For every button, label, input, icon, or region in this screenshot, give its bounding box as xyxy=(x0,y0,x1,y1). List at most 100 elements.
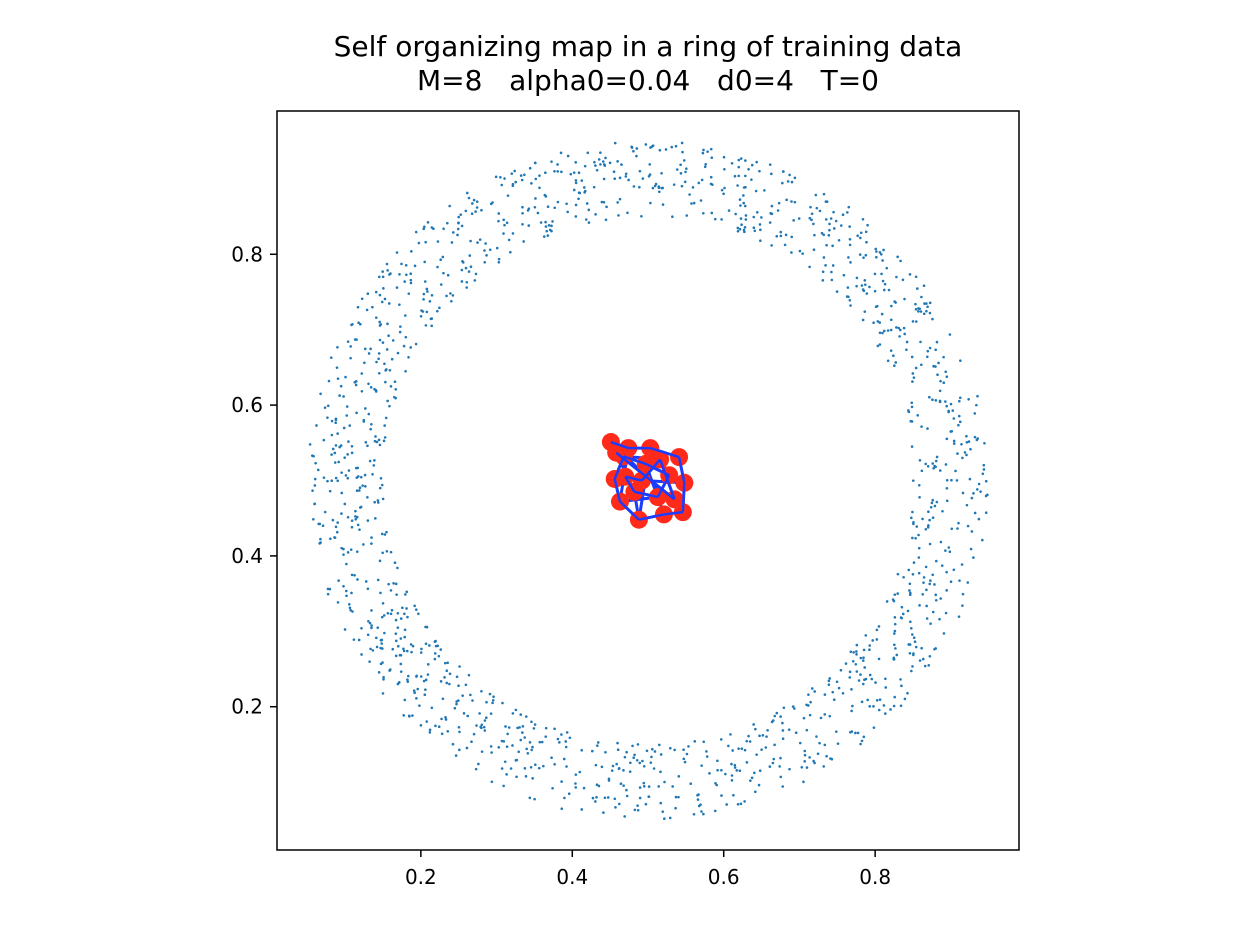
ring-point xyxy=(906,691,909,695)
ring-point xyxy=(861,288,865,291)
ring-point xyxy=(735,769,739,772)
ring-point xyxy=(319,392,322,396)
ring-point xyxy=(592,185,596,189)
ring-point xyxy=(399,670,403,673)
ring-point xyxy=(941,509,944,513)
ring-point xyxy=(344,474,348,477)
ring-point xyxy=(931,462,935,465)
ring-point xyxy=(519,713,523,716)
ring-point xyxy=(661,203,665,206)
som-edge xyxy=(658,458,676,500)
som-edge xyxy=(613,478,622,502)
ring-point xyxy=(457,215,460,219)
ring-point xyxy=(465,191,469,195)
ring-point xyxy=(616,741,619,745)
ring-point xyxy=(877,625,881,628)
ring-point xyxy=(356,466,360,470)
ring-point xyxy=(419,314,423,318)
ring-point xyxy=(682,748,685,751)
ring-point xyxy=(910,355,914,359)
ring-point xyxy=(910,445,914,448)
ring-point xyxy=(813,690,816,693)
ring-point xyxy=(730,161,734,165)
ring-point xyxy=(965,440,969,444)
ring-point xyxy=(381,341,385,344)
ring-point xyxy=(758,223,762,226)
ring-point xyxy=(344,589,348,593)
ring-point xyxy=(613,141,617,145)
x-tick-label: 0.4 xyxy=(556,865,588,889)
ring-point xyxy=(423,260,426,264)
ring-point xyxy=(632,756,635,760)
ring-point xyxy=(818,209,822,213)
ring-point xyxy=(683,760,687,764)
ring-point xyxy=(827,683,831,686)
ring-point xyxy=(942,632,946,635)
ring-point xyxy=(763,189,766,192)
ring-point xyxy=(349,548,353,551)
ring-point xyxy=(350,591,353,595)
ring-point xyxy=(779,756,782,760)
ring-point xyxy=(744,214,748,217)
ring-point xyxy=(704,163,707,166)
ring-point xyxy=(670,145,674,149)
ring-point xyxy=(944,611,948,615)
ring-point xyxy=(393,561,397,565)
ring-point xyxy=(413,604,416,608)
ring-point xyxy=(312,454,315,458)
ring-point xyxy=(349,345,353,348)
ring-point xyxy=(544,726,548,730)
ring-point xyxy=(375,440,379,444)
ring-point xyxy=(911,510,914,514)
ring-point xyxy=(394,639,398,643)
ring-point xyxy=(476,241,479,244)
ring-point xyxy=(865,292,869,295)
ring-point xyxy=(814,193,818,197)
ring-point xyxy=(788,173,791,177)
ring-point xyxy=(669,746,672,750)
ring-point xyxy=(355,550,359,553)
ring-point xyxy=(333,461,337,464)
ring-point xyxy=(854,731,857,735)
ring-point xyxy=(406,674,410,678)
ring-point xyxy=(551,786,554,790)
ring-point xyxy=(907,409,910,412)
ring-point xyxy=(939,540,943,544)
ring-point xyxy=(344,375,347,379)
ring-point xyxy=(649,201,652,205)
ring-point xyxy=(528,166,532,170)
ring-point xyxy=(465,280,469,284)
ring-point xyxy=(859,231,863,235)
ring-point xyxy=(327,379,331,383)
ring-point xyxy=(336,521,340,524)
ring-point xyxy=(358,489,361,492)
ring-point xyxy=(663,780,666,784)
ring-point xyxy=(419,724,423,727)
ring-point xyxy=(441,255,445,259)
ring-point xyxy=(316,468,320,472)
ring-point xyxy=(835,730,838,733)
ring-point xyxy=(689,782,693,786)
ring-point xyxy=(572,188,576,192)
ring-point xyxy=(376,499,380,502)
ring-point xyxy=(423,693,427,697)
ring-point xyxy=(450,299,453,303)
ring-point xyxy=(915,320,918,323)
ring-point xyxy=(422,292,426,296)
ring-point xyxy=(531,777,534,780)
ring-point xyxy=(870,677,874,681)
ring-point xyxy=(803,753,807,757)
ring-point xyxy=(908,643,912,646)
ring-point xyxy=(871,639,875,642)
ring-point xyxy=(880,252,883,256)
ring-point xyxy=(543,193,547,197)
ring-point xyxy=(354,509,357,513)
ring-point xyxy=(716,768,719,772)
ring-point xyxy=(967,440,971,443)
ring-point xyxy=(862,256,865,259)
ring-point xyxy=(398,273,401,276)
ring-point xyxy=(909,620,912,624)
ring-point xyxy=(629,761,632,765)
ring-point xyxy=(467,196,471,200)
ring-point xyxy=(720,794,723,797)
